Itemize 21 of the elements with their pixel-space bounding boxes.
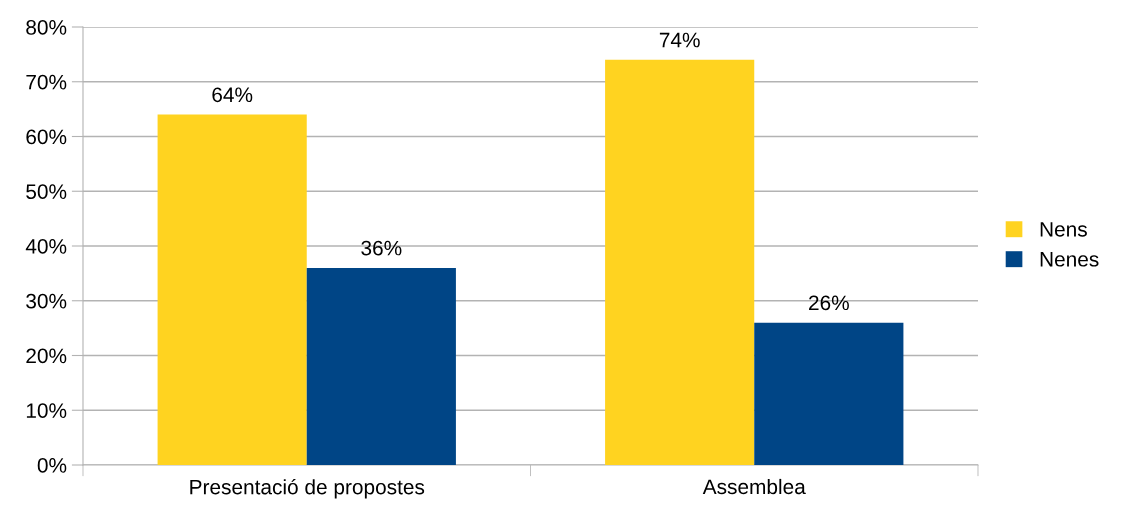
data-label: 64%: [212, 87, 253, 103]
bar: [605, 59, 755, 465]
data-label: 26%: [809, 295, 849, 311]
y-tick-label: 80%: [26, 20, 67, 35]
x-tick-label: Assemblea: [702, 478, 806, 495]
bar: [754, 322, 904, 465]
y-tick-label: 40%: [25, 239, 67, 254]
data-label: 36%: [361, 240, 402, 256]
legend-label: Nenes: [1040, 252, 1099, 267]
y-tick-label: 10%: [26, 403, 67, 418]
data-label: 74%: [659, 32, 700, 48]
legend-label: Nens: [1040, 222, 1087, 237]
y-tick-label: 30%: [26, 293, 67, 309]
y-tick-label: 60%: [26, 129, 67, 145]
y-tick-label: 50%: [26, 184, 67, 199]
bar: [157, 114, 307, 465]
y-tick-label: 20%: [26, 348, 67, 364]
bar: [306, 267, 456, 465]
y-tick-label: 0%: [37, 458, 67, 473]
x-tick-label: Presentació de propostes: [190, 478, 425, 499]
y-tick-label: 70%: [26, 74, 67, 90]
